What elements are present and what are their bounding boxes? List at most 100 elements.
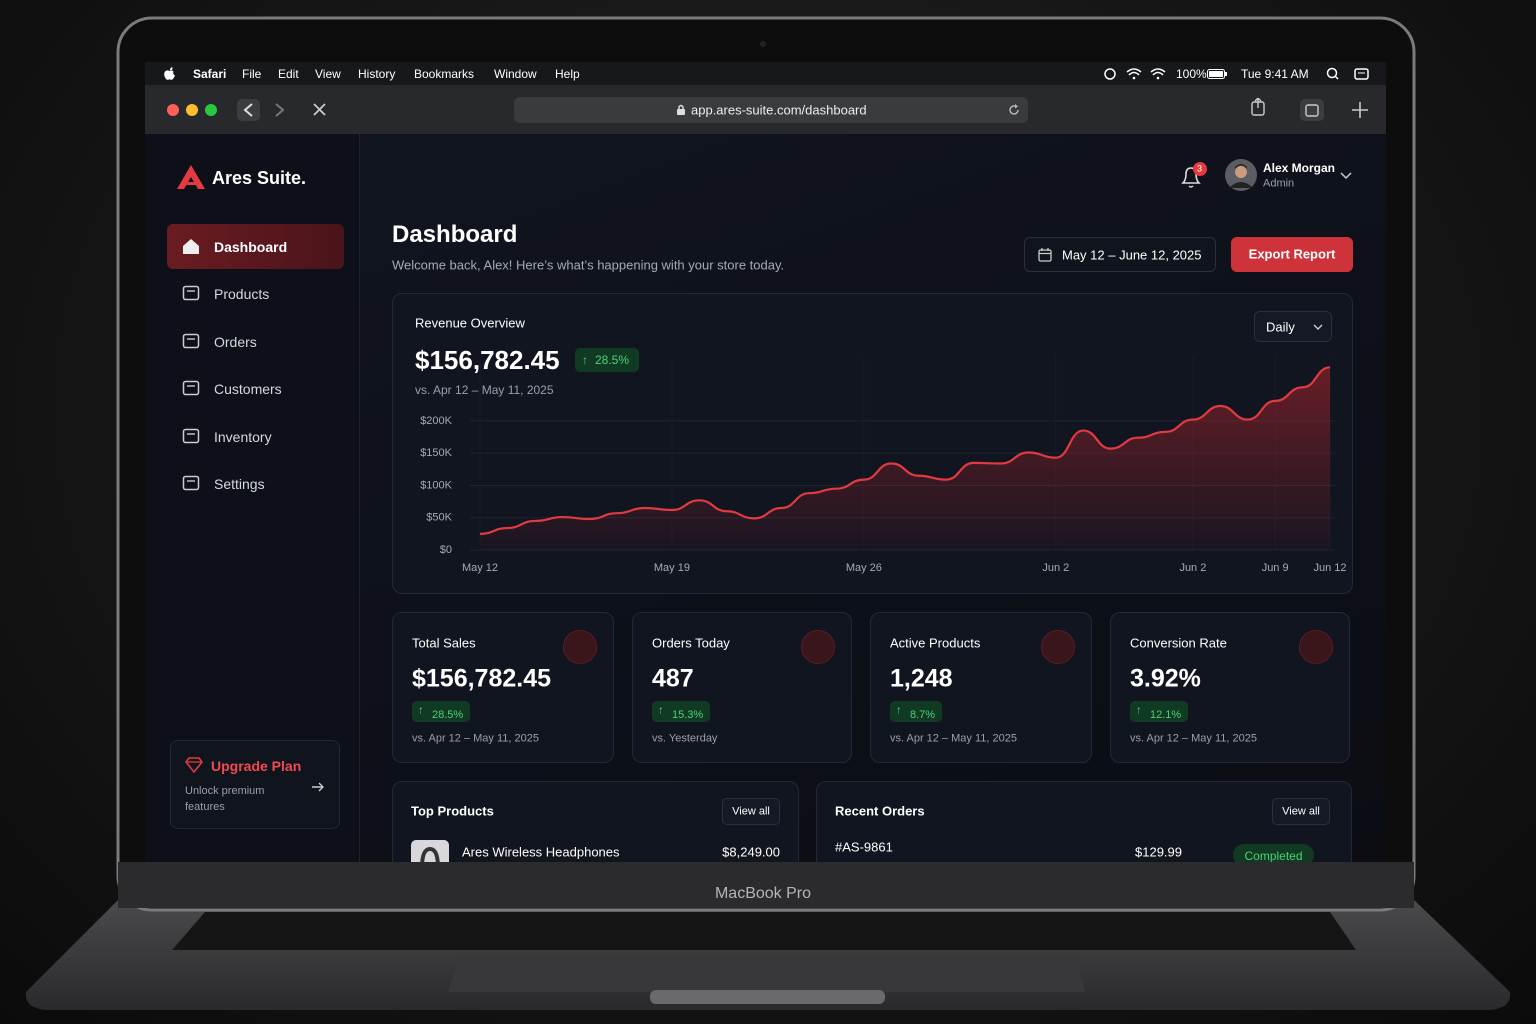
revenue-line: [479, 366, 1331, 535]
user-role: Admin: [1263, 177, 1295, 190]
nav-item[interactable]: Products: [167, 271, 344, 316]
period[interactable]: Daily: [1266, 319, 1295, 335]
notification-count: 3: [1197, 163, 1203, 174]
brand-logo[interactable]: [176, 164, 206, 190]
url[interactable]: app.ares-suite.com/dashboard: [691, 102, 867, 118]
stat-label: Active Products: [890, 635, 981, 651]
nav-item[interactable]: Orders: [167, 319, 344, 364]
nav-icon: [182, 333, 200, 349]
menu-item[interactable]: View: [315, 67, 341, 81]
avatar[interactable]: [1225, 159, 1257, 191]
arrow-icon[interactable]: [311, 781, 325, 793]
stat-change: 28.5%: [432, 709, 464, 721]
stat-label: Total Sales: [412, 635, 476, 651]
menu-item[interactable]: Help: [555, 67, 580, 81]
order-amount: $129.99: [1135, 844, 1182, 860]
date-range-picker[interactable]: May 12 – June 12, 2025: [1024, 237, 1216, 272]
nav-label[interactable]: Customers: [214, 381, 282, 398]
up-arrow: ↑: [582, 353, 588, 367]
menu-item[interactable]: Edit: [278, 67, 299, 81]
stat-value: 1,248: [890, 664, 953, 693]
stat-icon: [563, 630, 597, 664]
device-label: MacBook Pro: [715, 885, 811, 902]
upgrade-card[interactable]: Upgrade Plan Unlock premium features: [170, 740, 340, 829]
nav-label[interactable]: Dashboard: [214, 239, 288, 255]
recent-orders-title: Recent Orders: [835, 803, 925, 819]
menu-item[interactable]: File: [242, 67, 262, 81]
order-id[interactable]: #AS-9861: [835, 839, 893, 855]
page-title: Dashboard: [392, 221, 518, 248]
export-button[interactable]: Export Report: [1231, 237, 1353, 272]
view-all-orders[interactable]: View all: [1272, 798, 1330, 825]
control-icons[interactable]: [1325, 67, 1375, 81]
nav-item[interactable]: Customers: [167, 366, 344, 411]
stat-change-badge: ↑ 28.5%: [412, 701, 471, 722]
app: Ares Suite. Upgrade Plan Unlock premium …: [145, 134, 1386, 862]
product-thumbnail: [411, 840, 449, 862]
nav-item[interactable]: Inventory: [167, 414, 344, 459]
nav-icon: [182, 380, 200, 396]
view-all-products[interactable]: View all: [722, 798, 780, 825]
window-controls[interactable]: [165, 99, 365, 121]
diamond-icon: [185, 757, 203, 773]
app-name[interactable]: Safari: [193, 67, 227, 81]
y-tick-label: $100K: [420, 479, 452, 491]
address-bar[interactable]: app.ares-suite.com/dashboard: [514, 97, 1028, 123]
product-name[interactable]: Ares Wireless Headphones: [462, 844, 620, 860]
trackpad: [448, 955, 1085, 992]
stat-change: 15.3%: [672, 709, 704, 721]
up-arrow: ↑: [896, 704, 902, 717]
y-tick-label: $150K: [420, 447, 452, 459]
upgrade-title[interactable]: Upgrade Plan: [211, 758, 302, 774]
export-label[interactable]: Export Report: [1248, 246, 1336, 262]
stat-change-badge: ↑ 12.1%: [1130, 701, 1189, 722]
page-subtitle: Welcome back, Alex! Here’s what’s happen…: [392, 257, 785, 273]
nav-icon: [182, 428, 200, 443]
menu-item[interactable]: Window: [494, 67, 537, 81]
stat-note: vs. Yesterday: [652, 732, 718, 745]
x-tick-label: Jun 12: [1313, 562, 1346, 574]
menu-item[interactable]: History: [358, 67, 396, 81]
x-tick-label: Jun 2: [1042, 562, 1069, 574]
stat-note: vs. Apr 12 – May 11, 2025: [412, 732, 539, 745]
upgrade-text: Unlock premium features: [185, 785, 265, 813]
stat-change-badge: ↑ 8.7%: [890, 701, 943, 722]
x-tick-label: Jun 2: [1179, 562, 1206, 574]
view-all-label[interactable]: View all: [1282, 805, 1320, 818]
user-menu-chevron[interactable]: [1340, 172, 1352, 180]
nav-label[interactable]: Settings: [214, 476, 265, 492]
nav-item[interactable]: Settings: [167, 461, 344, 506]
area-fill: [480, 367, 1330, 550]
stat-change: 12.1%: [1150, 709, 1182, 721]
status-icons[interactable]: [1103, 67, 1173, 81]
reload-icon[interactable]: [1008, 104, 1020, 116]
view-all-label[interactable]: View all: [732, 805, 770, 818]
period-select[interactable]: Daily: [1254, 311, 1332, 342]
menubar: Safari 100% Tue 9:41 AM File Edit View Hist…: [145, 62, 1386, 85]
stat-value: 487: [652, 664, 694, 693]
nav-label[interactable]: Orders: [214, 333, 257, 350]
stat-label: Conversion Rate: [1130, 635, 1227, 651]
battery-icon[interactable]: [1207, 69, 1227, 79]
brand-name[interactable]: Ares Suite.: [212, 168, 307, 188]
apple-logo[interactable]: [164, 67, 175, 80]
nav-item[interactable]: Dashboard: [167, 224, 344, 269]
menu-item[interactable]: Bookmarks: [414, 67, 475, 81]
sidebar: Ares Suite. Upgrade Plan Unlock premium …: [145, 134, 360, 862]
keyboard: [172, 912, 1356, 950]
revenue-change: 28.5%: [595, 353, 630, 367]
notification-bell[interactable]: [1179, 162, 1209, 192]
nav-label[interactable]: Products: [214, 286, 270, 303]
stat-note: vs. Apr 12 – May 11, 2025: [890, 732, 1017, 745]
stat-icon: [1299, 630, 1333, 664]
stat-change: 8.7%: [910, 709, 936, 721]
nav-label[interactable]: Inventory: [214, 428, 272, 445]
date-range[interactable]: May 12 – June 12, 2025: [1062, 247, 1202, 263]
stat-change-badge: ↑ 15.3%: [652, 701, 711, 722]
clock[interactable]: Tue 9:41 AM: [1241, 67, 1309, 81]
up-arrow: ↑: [658, 704, 664, 717]
toolbar-actions[interactable]: [1248, 98, 1378, 122]
browser-toolbar: app.ares-suite.com/dashboard: [145, 85, 1386, 134]
x-tick-label: May 19: [654, 562, 690, 574]
user-name[interactable]: Alex Morgan: [1263, 161, 1336, 175]
